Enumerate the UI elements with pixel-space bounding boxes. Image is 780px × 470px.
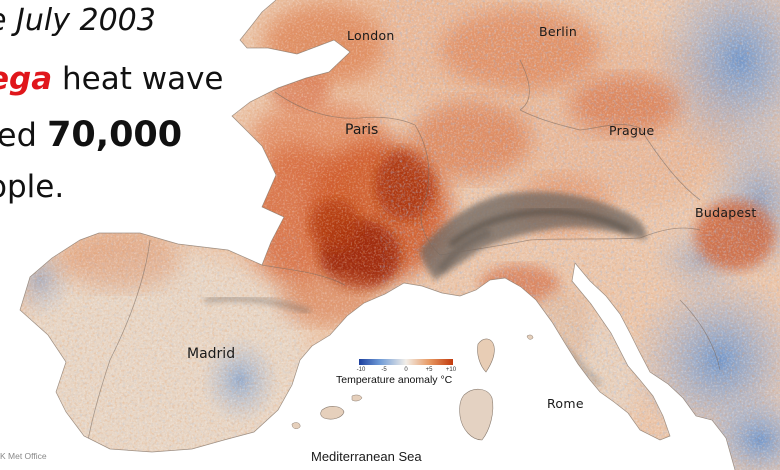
coastline bbox=[19, 0, 736, 470]
city-label-budapest: Budapest bbox=[695, 205, 757, 220]
country-borders bbox=[87, 59, 721, 441]
legend-tick: -10 bbox=[356, 367, 366, 373]
city-label-rome: Rome bbox=[547, 396, 584, 411]
legend-tick: -5 bbox=[381, 367, 387, 373]
corsica-island bbox=[477, 338, 495, 373]
legend-title: Temperature anomaly °C bbox=[336, 374, 453, 386]
headline-line-2: ega heat wave bbox=[0, 64, 224, 95]
city-label-london: London bbox=[347, 28, 395, 43]
city-label-berlin: Berlin bbox=[539, 24, 578, 39]
mallorca-island bbox=[320, 406, 345, 420]
legend-tick: +5 bbox=[425, 367, 433, 373]
ibiza-island bbox=[291, 422, 301, 429]
legend-tick: +10 bbox=[445, 367, 457, 373]
city-label-prague: Prague bbox=[609, 123, 655, 138]
headline-line-3: led 70,000 bbox=[0, 118, 182, 153]
legend-tick: 0 bbox=[404, 367, 408, 373]
islands bbox=[291, 334, 534, 441]
city-label-madrid: Madrid bbox=[187, 346, 236, 362]
color-scale-bar bbox=[359, 359, 453, 365]
headline-accent-word: ega bbox=[0, 61, 53, 97]
city-label-paris: Paris bbox=[345, 122, 379, 138]
elba-island bbox=[526, 334, 534, 340]
menorca-island bbox=[351, 394, 363, 402]
sardinia-island bbox=[459, 389, 494, 441]
pyrenees-relief bbox=[204, 295, 311, 315]
image-credit: K Met Office bbox=[0, 451, 47, 461]
death-toll-number: 70,000 bbox=[47, 115, 183, 155]
sea-label: Mediterranean Sea bbox=[311, 449, 422, 464]
headline-line-3-prefix: led bbox=[0, 116, 37, 154]
headline-line-4: ople. bbox=[0, 169, 65, 205]
headline-line-1: e July 2003 bbox=[0, 3, 156, 38]
headline-line-2-rest: heat wave bbox=[52, 61, 224, 97]
